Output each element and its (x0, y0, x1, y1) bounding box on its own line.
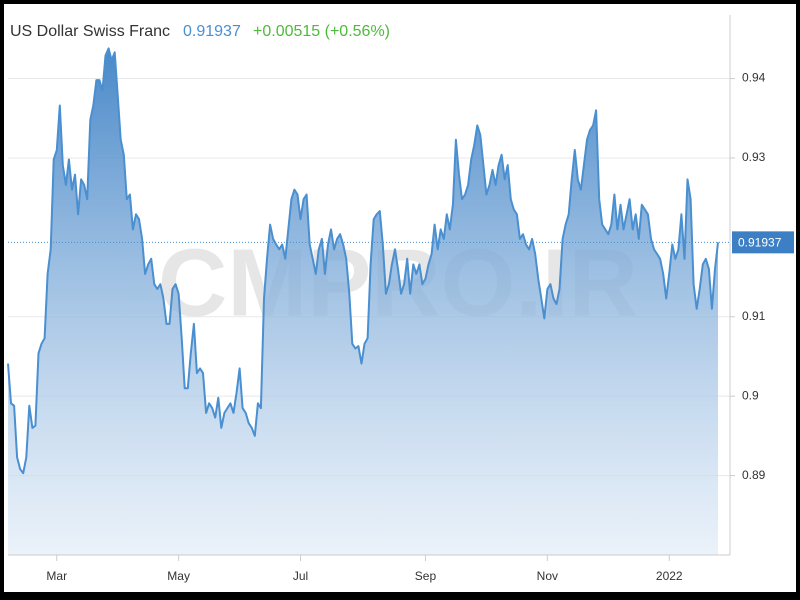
change: +0.00515 (+0.56%) (253, 23, 390, 40)
last-price-box (732, 231, 794, 254)
price: 0.91937 (183, 23, 241, 40)
y-tick-label: 0.89 (742, 468, 766, 482)
x-tick-label: Jul (293, 569, 308, 583)
last-price-label: 0.91937 (738, 236, 782, 250)
x-tick-label: Sep (415, 569, 437, 583)
plot (7, 47, 719, 556)
y-tick-label: 0.94 (742, 71, 766, 85)
line (7, 47, 719, 475)
x-tick-label: Mar (46, 569, 67, 583)
x-tick-label: May (167, 569, 190, 583)
chart-title: US Dollar Swiss Franc (10, 23, 170, 40)
y-tick-label: 0.91 (742, 309, 766, 323)
x-tick-label: 2022 (656, 569, 683, 583)
y-tick-label: 0.9 (742, 388, 759, 402)
y-tick-label: 0.93 (742, 150, 766, 164)
area (8, 48, 718, 556)
x-tick-label: Nov (537, 569, 558, 583)
